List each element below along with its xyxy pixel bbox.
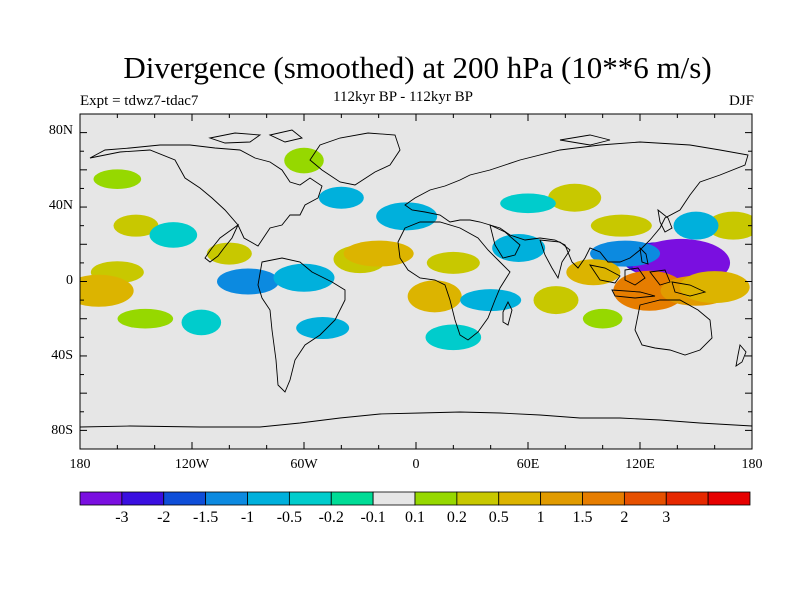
x-tick-label: 180 xyxy=(741,457,763,472)
x-tick-label: 60E xyxy=(516,457,540,472)
divergence-cell xyxy=(548,183,602,212)
colorbar-swatch xyxy=(121,491,165,506)
colorbar-swatch xyxy=(205,491,248,506)
colorbar-swatch xyxy=(498,491,542,506)
divergence-cell xyxy=(533,286,579,315)
colorbar-swatch xyxy=(247,491,290,506)
colorbar-label: 2 xyxy=(620,509,629,526)
divergence-cell xyxy=(343,240,414,267)
coastlines xyxy=(80,129,752,428)
season-label: DJF xyxy=(728,93,754,109)
divergence-cell xyxy=(706,211,752,240)
colorbar-label: 1 xyxy=(536,509,545,526)
x-tick-label: 120W xyxy=(174,457,210,472)
colorbar-swatch xyxy=(540,491,583,506)
y-tick-label: 40N xyxy=(48,198,73,213)
colorbar-label: -1.5 xyxy=(192,509,219,526)
divergence-cell xyxy=(117,308,174,329)
y-tick-label: 0 xyxy=(66,273,73,288)
y-tick-label: 80S xyxy=(51,423,73,438)
x-tick-label: 0 xyxy=(412,457,420,472)
colorbar-label: 0.1 xyxy=(405,509,425,526)
divergence-cell xyxy=(318,186,364,209)
colorbar-label: -2 xyxy=(157,509,171,526)
colorbar-swatch xyxy=(288,491,332,506)
divergence-cell xyxy=(296,317,350,340)
colorbar-swatch xyxy=(623,491,667,506)
y-tick-label: 40S xyxy=(51,348,73,363)
period-subtitle: 112kyr BP - 112kyr BP xyxy=(333,89,474,105)
colorbar-swatch xyxy=(163,491,207,506)
colorbar xyxy=(79,491,751,506)
experiment-label: Expt = tdwz7-tdac7 xyxy=(80,93,199,109)
colorbar-label: -1 xyxy=(240,509,255,526)
colorbar-swatch xyxy=(79,491,123,506)
divergence-cell xyxy=(273,263,335,292)
x-tick-label: 120E xyxy=(625,457,655,472)
colorbar-swatch xyxy=(582,491,625,506)
colorbar-label: 0.2 xyxy=(446,509,467,526)
divergence-cell xyxy=(217,268,279,295)
chart-title: Divergence (smoothed) at 200 hPa (10**6 … xyxy=(123,50,712,85)
map-area xyxy=(80,114,752,449)
divergence-cell xyxy=(590,214,652,237)
colorbar-label: 3 xyxy=(662,509,671,526)
divergence-cell xyxy=(500,193,556,214)
colorbar-label: 0.5 xyxy=(488,509,509,526)
colorbar-label: -0.1 xyxy=(360,509,386,526)
divergence-cell xyxy=(426,251,480,274)
y-tick-label: 80N xyxy=(48,123,73,138)
colorbar-swatch xyxy=(414,491,458,506)
divergence-cell xyxy=(181,309,222,336)
colorbar-swatch xyxy=(456,491,500,506)
colorbar-swatch xyxy=(707,491,751,506)
x-tick-label: 60W xyxy=(290,457,318,472)
colorbar-swatch xyxy=(665,491,709,506)
divergence-cell xyxy=(93,169,142,189)
divergence-cell xyxy=(460,289,522,312)
divergence-cell xyxy=(425,324,482,351)
divergence-cell xyxy=(376,202,438,231)
divergence-cell xyxy=(284,147,324,174)
divergence-cell xyxy=(80,274,134,307)
divergence-cell xyxy=(582,308,623,329)
divergence-cell xyxy=(206,242,252,265)
colorbar-swatch xyxy=(372,491,416,506)
divergence-cell xyxy=(149,222,198,248)
colorbar-label: -0.5 xyxy=(276,509,303,526)
divergence-cell xyxy=(679,271,750,304)
colorbar-label: -3 xyxy=(115,509,129,526)
divergence-cell xyxy=(613,270,686,311)
divergence-cell xyxy=(113,214,159,237)
divergence-cell xyxy=(407,280,462,313)
colorbar-label: 1.5 xyxy=(572,509,593,526)
colorbar-label: -0.2 xyxy=(318,509,344,526)
axis-ticks xyxy=(79,113,753,450)
divergence-cell xyxy=(673,211,719,240)
colorbar-swatch xyxy=(330,491,374,506)
x-tick-label: 180 xyxy=(69,457,91,472)
